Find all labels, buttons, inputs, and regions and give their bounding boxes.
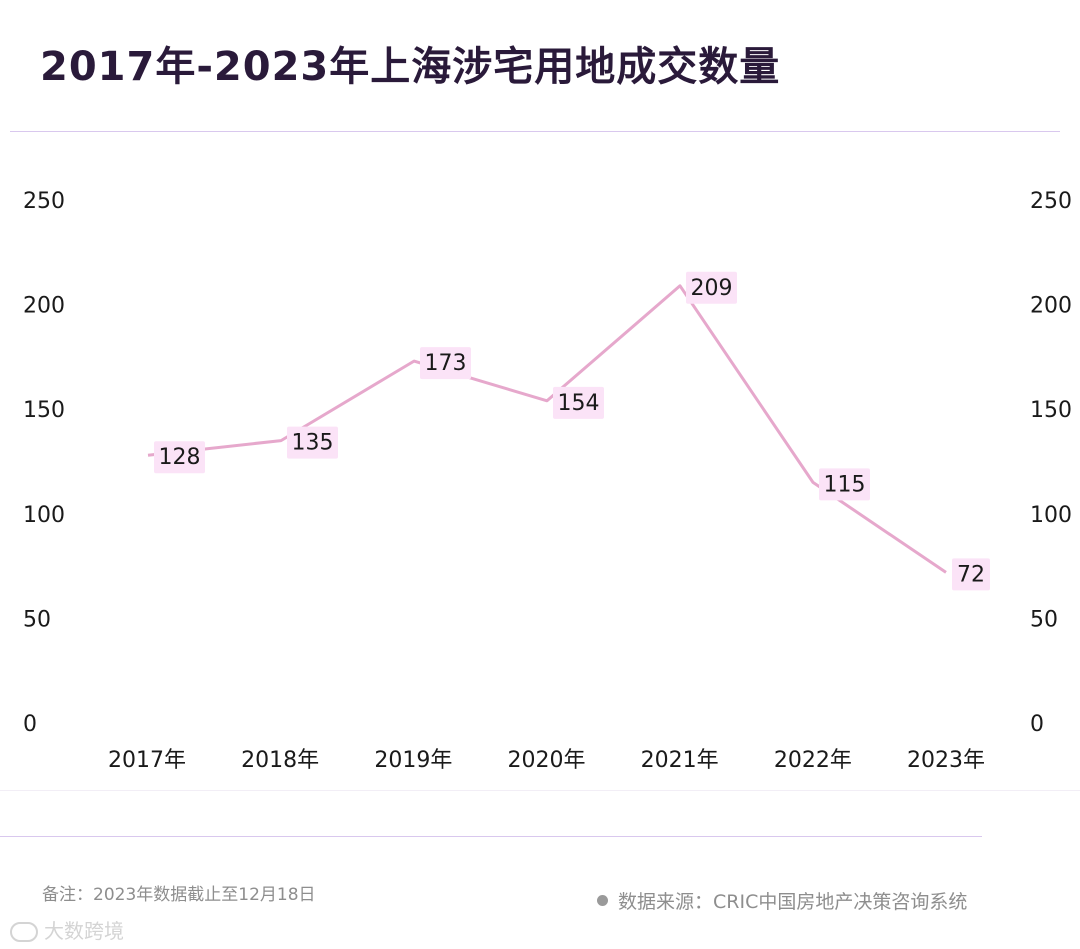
x-tick-2022年: 2022年 <box>774 748 852 773</box>
bullet-dot-icon <box>597 895 608 906</box>
data-label-bg-154 <box>553 386 604 419</box>
data-label-bg-173 <box>420 347 471 380</box>
y-tick-left-50: 50 <box>23 607 51 632</box>
x-tick-2019年: 2019年 <box>374 748 452 773</box>
data-label-173: 173 <box>425 351 467 376</box>
watermark-text: 大数跨境 <box>44 919 124 943</box>
y-tick-right-200: 200 <box>1030 294 1072 319</box>
y-axis-left: 0 50 100 150 200 250 <box>23 189 65 737</box>
x-tick-2023年: 2023年 <box>907 748 985 773</box>
x-tick-2018年: 2018年 <box>241 748 319 773</box>
data-label-209: 209 <box>691 276 733 301</box>
x-axis: 2017年 2018年 2019年 2020年 2021年 2022年 2023年 <box>108 748 985 773</box>
data-labels: 128 135 173 154 209 115 72 <box>154 271 990 591</box>
y-tick-left-0: 0 <box>23 712 37 737</box>
y-tick-right-0: 0 <box>1030 712 1044 737</box>
data-label-154: 154 <box>558 391 600 416</box>
footer-divider <box>0 836 982 837</box>
watermark: 大数跨境 <box>10 915 124 944</box>
data-label-bg-72 <box>952 558 990 591</box>
data-label-135: 135 <box>292 431 334 456</box>
data-label-bg-115 <box>819 468 870 501</box>
data-source-text: 数据来源：CRIC中国房地产决策咨询系统 <box>618 891 968 913</box>
data-label-bg-135 <box>287 426 338 459</box>
data-label-72: 72 <box>957 562 985 587</box>
chart-bottom-divider <box>0 790 1080 791</box>
y-tick-left-200: 200 <box>23 294 65 319</box>
footnote: 备注：2023年数据截止至12月18日 <box>42 885 316 905</box>
y-tick-right-50: 50 <box>1030 607 1058 632</box>
y-tick-left-150: 150 <box>23 398 65 423</box>
title-divider <box>10 131 1060 132</box>
data-label-bg-128 <box>154 441 205 474</box>
data-label-bg-209 <box>686 271 737 304</box>
x-tick-2020年: 2020年 <box>508 748 586 773</box>
y-tick-right-100: 100 <box>1030 503 1072 528</box>
data-label-128: 128 <box>159 445 201 470</box>
y-tick-left-100: 100 <box>23 503 65 528</box>
watermark-logo-icon <box>10 922 38 942</box>
series-line <box>147 284 947 574</box>
chart-title: 2017年-2023年上海涉宅用地成交数量 <box>40 44 781 90</box>
y-tick-right-150: 150 <box>1030 398 1072 423</box>
y-axis-right: 0 50 100 150 200 250 <box>1030 189 1072 737</box>
data-source: 数据来源：CRIC中国房地产决策咨询系统 <box>597 887 967 914</box>
y-tick-left-250: 250 <box>23 189 65 214</box>
y-tick-right-250: 250 <box>1030 189 1072 214</box>
x-tick-2021年: 2021年 <box>641 748 719 773</box>
data-label-115: 115 <box>824 472 866 497</box>
x-tick-2017年: 2017年 <box>108 748 186 773</box>
